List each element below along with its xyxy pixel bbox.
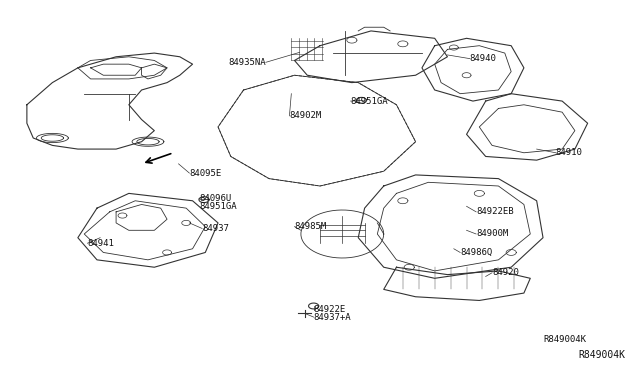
Text: 84951GA: 84951GA: [199, 202, 237, 211]
Text: 84940: 84940: [470, 54, 497, 63]
Text: 84941: 84941: [88, 239, 115, 248]
Text: 84902M: 84902M: [289, 111, 322, 121]
Text: 84922EB: 84922EB: [476, 207, 514, 217]
Text: 84985M: 84985M: [294, 222, 327, 231]
Text: R849004K: R849004K: [579, 350, 626, 359]
Text: 84935NA: 84935NA: [228, 58, 266, 67]
Text: 84910: 84910: [556, 148, 582, 157]
Text: 84920: 84920: [492, 268, 519, 277]
Text: 84937: 84937: [202, 224, 229, 233]
Text: 84095E: 84095E: [189, 169, 221, 177]
Text: 84096U: 84096U: [199, 195, 231, 203]
Text: 84922E: 84922E: [314, 305, 346, 314]
Text: 84951GA: 84951GA: [351, 97, 388, 106]
Text: R849004K: R849004K: [543, 335, 586, 344]
Text: 84900M: 84900M: [476, 230, 508, 238]
Text: 84937+A: 84937+A: [314, 312, 351, 321]
Text: 84986Q: 84986Q: [460, 248, 492, 257]
